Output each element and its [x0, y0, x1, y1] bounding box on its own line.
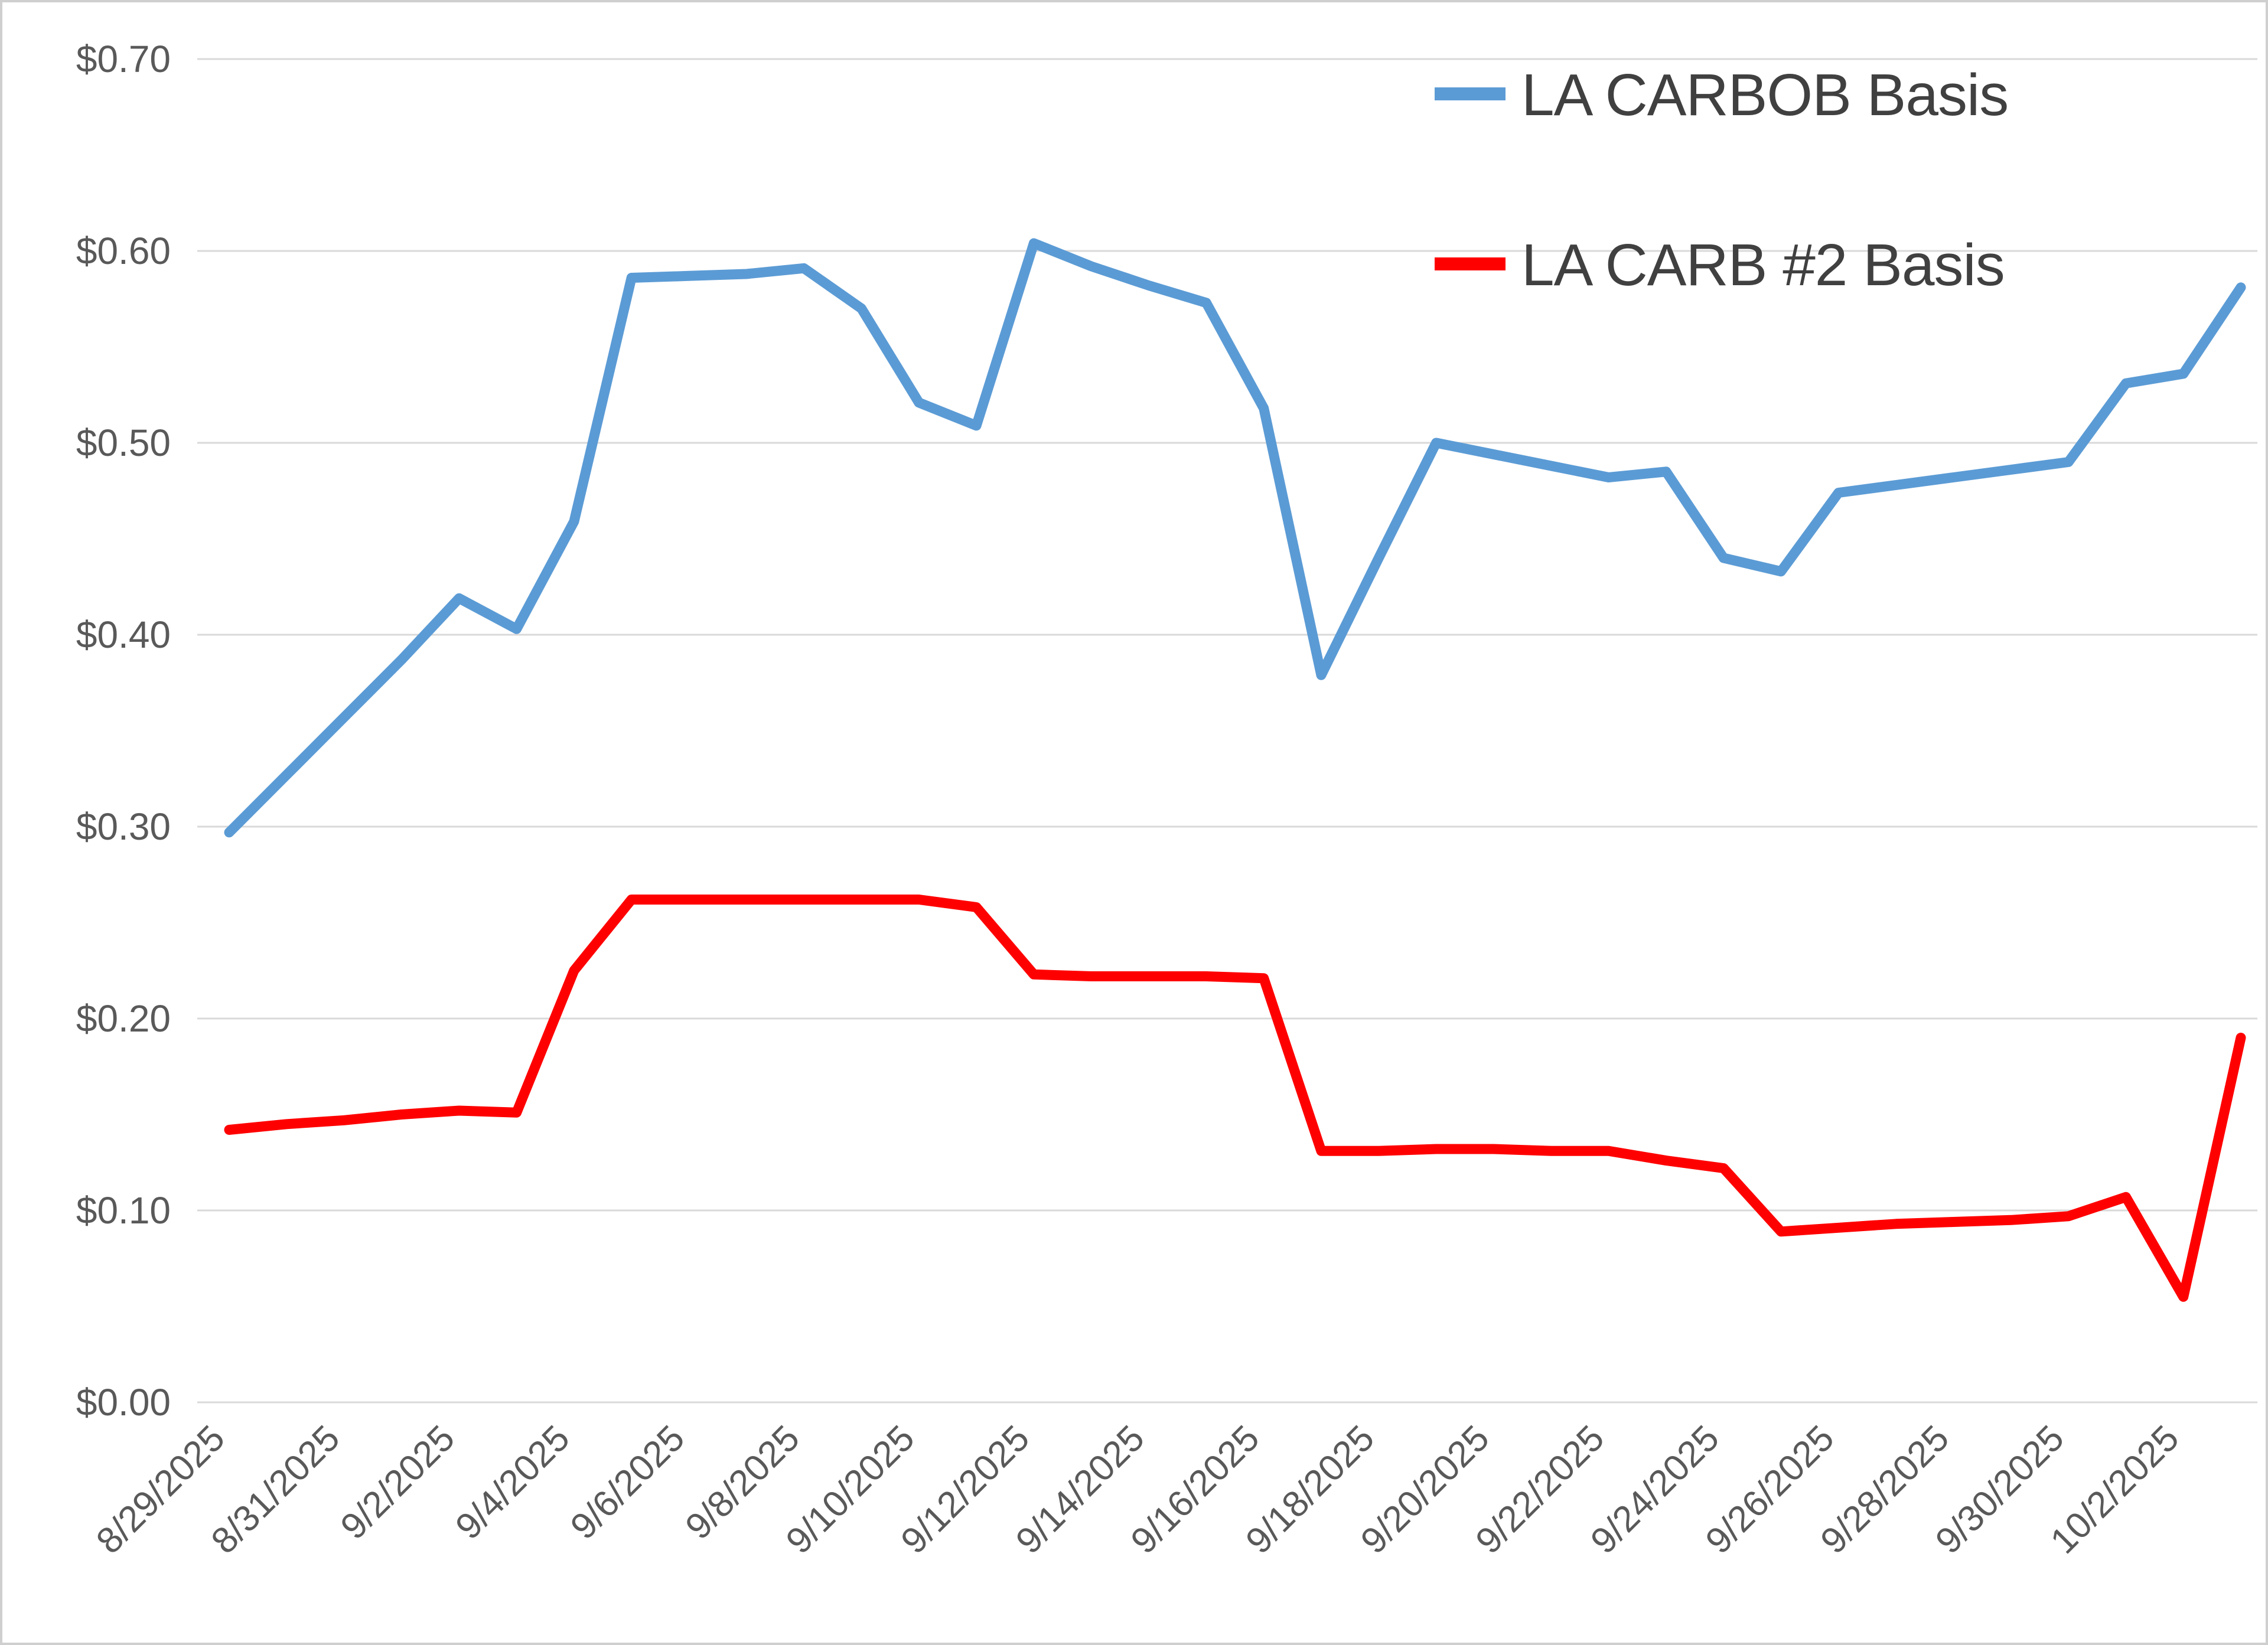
x-tick-label: 9/6/2025: [563, 1418, 692, 1547]
y-tick-label: $0.30: [76, 805, 171, 848]
y-axis-labels: $0.00 $0.10 $0.20 $0.30 $0.40 $0.50 $0.60 $0.70: [76, 38, 171, 1424]
la-carb2-basis-line: [224, 895, 2246, 1302]
legend: LA CARBOB Basis LA CARB #2 Basis: [1435, 62, 2009, 298]
y-tick-label: $0.40: [76, 613, 171, 656]
y-tick-label: $0.20: [76, 997, 171, 1040]
gridlines: [197, 58, 2257, 1404]
y-tick-label: $0.10: [76, 1189, 171, 1232]
series-lines: [224, 238, 2246, 1302]
y-tick-label: $0.50: [76, 422, 171, 464]
x-axis-labels: 8/29/20258/31/20259/2/20259/4/20259/6/20…: [89, 1418, 2187, 1562]
la-carbob-legend-label: LA CARBOB Basis: [1521, 62, 2008, 128]
la-carbob-basis-line: [224, 238, 2246, 838]
y-tick-label: $0.70: [76, 38, 171, 80]
x-tick-label: 9/4/2025: [448, 1418, 577, 1547]
la-carb2-legend-label: LA CARB #2 Basis: [1521, 232, 2005, 298]
x-tick-label: 9/2/2025: [333, 1418, 462, 1547]
y-tick-label: $0.60: [76, 230, 171, 272]
y-tick-label: $0.00: [76, 1381, 171, 1424]
